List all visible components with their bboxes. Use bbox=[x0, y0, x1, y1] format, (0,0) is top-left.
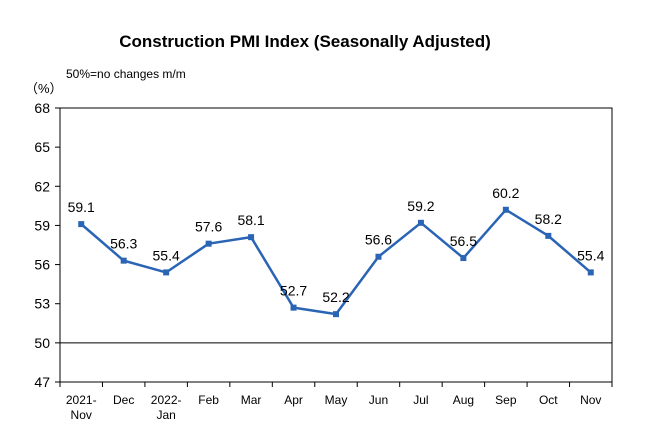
data-label: 58.2 bbox=[535, 211, 562, 227]
data-label: 52.7 bbox=[280, 283, 307, 299]
y-tick-label: 59 bbox=[34, 217, 50, 233]
x-tick-label-line: Oct bbox=[539, 393, 558, 407]
x-tick-label: 2022-Jan bbox=[151, 393, 182, 422]
x-tick-label: Oct bbox=[539, 393, 558, 407]
x-tick-label-line: 2021- bbox=[66, 393, 97, 407]
x-tick-label-line: Feb bbox=[198, 393, 219, 407]
data-label: 60.2 bbox=[492, 185, 519, 201]
data-point bbox=[205, 240, 212, 247]
data-label: 56.6 bbox=[365, 232, 392, 248]
data-point bbox=[78, 221, 85, 228]
y-axis-unit-label: （%） bbox=[25, 81, 63, 96]
y-tick-label: 47 bbox=[34, 374, 50, 390]
data-point bbox=[333, 311, 339, 318]
y-tick-label: 62 bbox=[34, 178, 50, 194]
x-tick-label-line: Apr bbox=[284, 393, 303, 407]
data-label: 57.6 bbox=[195, 219, 222, 235]
data-point bbox=[502, 206, 509, 213]
data-point bbox=[163, 269, 170, 276]
x-tick-label: Feb bbox=[198, 393, 219, 407]
data-label: 59.1 bbox=[68, 199, 95, 215]
x-tick-label-line: Aug bbox=[453, 393, 474, 407]
data-point bbox=[290, 304, 297, 311]
x-tick-label: Jul bbox=[413, 393, 428, 407]
data-point bbox=[587, 269, 594, 276]
x-tick-label-line: Jun bbox=[369, 393, 388, 407]
series-group: 59.1 56.3 55.4 57.6 58.1 52.7 52.2 56.6 59.2 56.5… bbox=[68, 185, 605, 318]
data-label: 58.1 bbox=[237, 212, 264, 228]
data-point bbox=[545, 232, 552, 239]
x-tick-label-line: Nov bbox=[580, 393, 601, 407]
x-tick-label: Mar bbox=[241, 393, 262, 407]
x-tick-label: Jun bbox=[369, 393, 388, 407]
y-axis: 47 50 53 56 59 62 65 68 bbox=[34, 100, 60, 390]
x-tick-label: 2021-Nov bbox=[66, 393, 97, 422]
x-tick-label-line: Sep bbox=[495, 393, 517, 407]
x-tick-label-line: 2022- bbox=[151, 393, 182, 407]
y-tick-label: 56 bbox=[34, 257, 50, 273]
data-label: 56.5 bbox=[450, 233, 477, 249]
x-tick-label: Sep bbox=[495, 393, 517, 407]
x-tick-label-line: Mar bbox=[241, 393, 262, 407]
x-tick-label: Dec bbox=[113, 393, 134, 407]
data-point bbox=[248, 234, 255, 241]
plot-frame bbox=[59, 107, 613, 383]
data-point bbox=[120, 257, 127, 264]
x-tick-label: Nov bbox=[580, 393, 601, 407]
y-tick-label: 50 bbox=[34, 335, 50, 351]
y-tick-label: 65 bbox=[34, 139, 50, 155]
x-tick-label-line: Jul bbox=[413, 393, 428, 407]
data-label: 55.4 bbox=[577, 247, 604, 263]
data-point bbox=[417, 219, 424, 226]
y-tick-label: 53 bbox=[34, 296, 50, 312]
data-label: 52.2 bbox=[322, 289, 349, 305]
x-tick-label-line: Dec bbox=[113, 393, 134, 407]
chart-title: Construction PMI Index (Seasonally Adjus… bbox=[119, 32, 491, 51]
x-tick-label-line: Nov bbox=[71, 408, 92, 422]
data-label: 55.4 bbox=[153, 247, 180, 263]
x-tick-label: Aug bbox=[453, 393, 474, 407]
data-point bbox=[375, 253, 382, 260]
y-tick-label: 68 bbox=[34, 100, 50, 116]
data-label: 59.2 bbox=[407, 198, 434, 214]
chart-note: 50%=no changes m/m bbox=[66, 67, 186, 81]
x-tick-label-line: May bbox=[325, 393, 348, 407]
x-tick-label: May bbox=[325, 393, 348, 407]
data-label: 56.3 bbox=[110, 236, 137, 252]
x-tick-label: Apr bbox=[284, 393, 303, 407]
x-tick-label-line: Jan bbox=[156, 408, 175, 422]
data-point bbox=[460, 255, 467, 262]
